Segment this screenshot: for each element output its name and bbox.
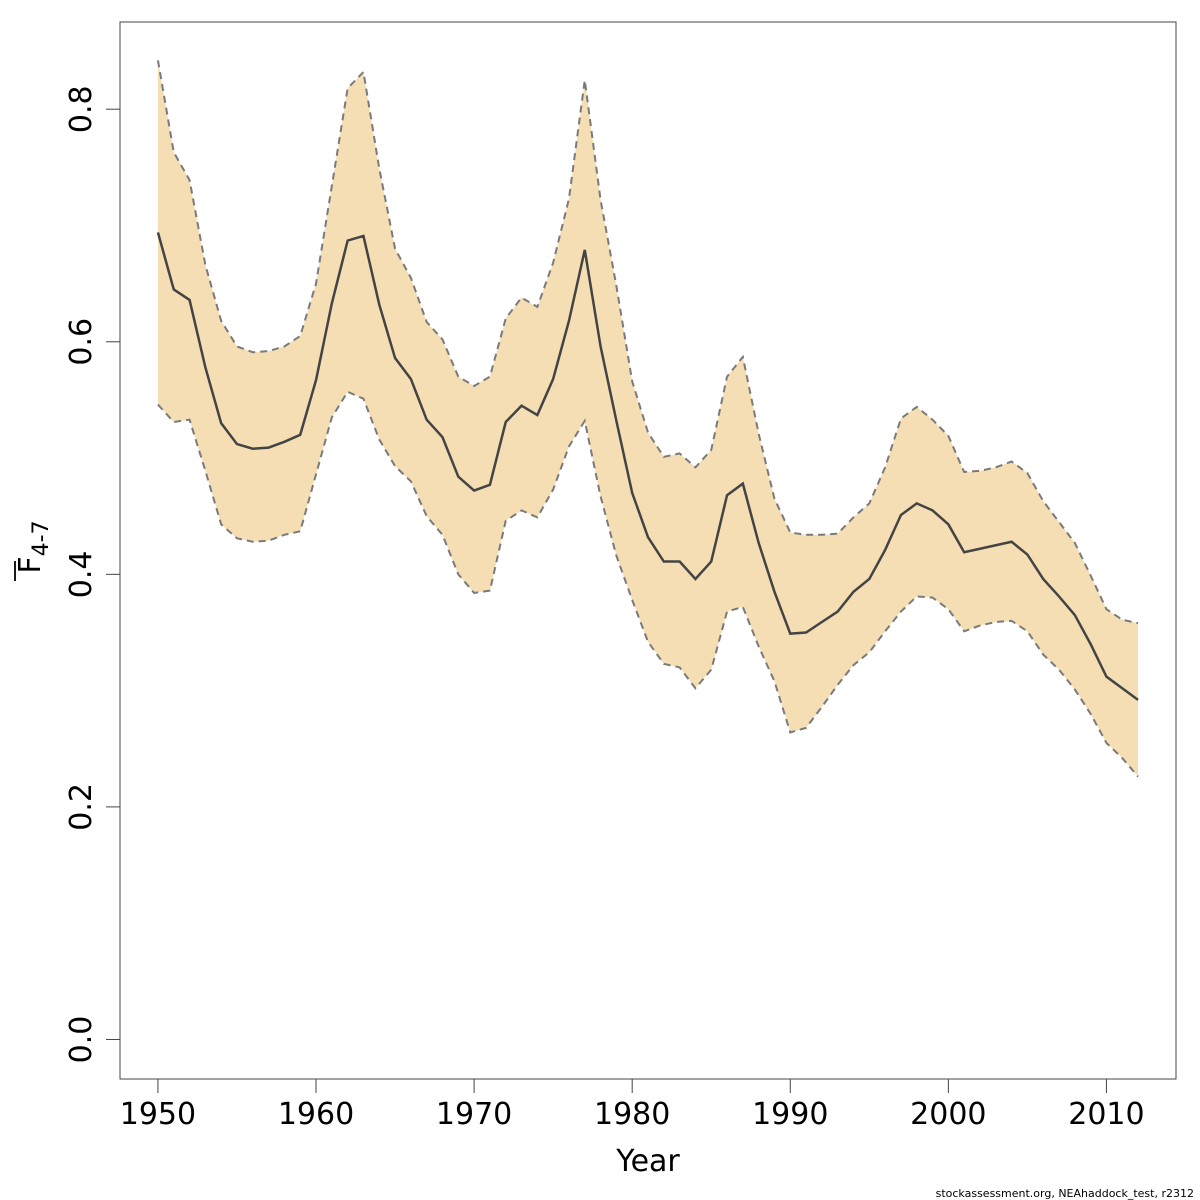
x-tick-label: 1960 bbox=[278, 1097, 354, 1132]
x-tick-label: 2000 bbox=[910, 1097, 986, 1132]
y-axis-title-subscript: 4-7 bbox=[29, 520, 54, 556]
estimate-line bbox=[156, 232, 1139, 701]
series-lines-layer bbox=[156, 60, 1139, 778]
y-axis: 0.0 0.2 0.4 0.6 0.8 bbox=[64, 85, 121, 1064]
y-axis-title-main: F bbox=[13, 556, 48, 573]
confidence-band-layer bbox=[157, 60, 1139, 777]
x-tick-label: 1990 bbox=[752, 1097, 828, 1132]
x-tick-label: 1950 bbox=[120, 1097, 196, 1132]
svg-text:F4-7: F4-7 bbox=[13, 520, 54, 573]
x-axis-title: Year bbox=[615, 1144, 680, 1179]
x-tick-label: 1980 bbox=[594, 1097, 670, 1132]
confidence-band bbox=[157, 60, 1139, 777]
y-tick-label: 0.2 bbox=[64, 783, 99, 831]
x-tick-label: 1970 bbox=[436, 1097, 512, 1132]
credit-footnote: stockassessment.org, NEAhaddock_test, r2… bbox=[936, 1187, 1194, 1200]
y-tick-label: 0.4 bbox=[64, 550, 99, 598]
x-axis: 1950 1960 1970 1980 1990 2000 2010 bbox=[120, 1078, 1145, 1132]
y-axis-title: F4-7 bbox=[13, 520, 54, 581]
y-tick-label: 0.0 bbox=[64, 1016, 99, 1064]
upper-bound-line bbox=[156, 60, 1139, 625]
y-tick-label: 0.6 bbox=[64, 318, 99, 366]
x-tick-label: 2010 bbox=[1068, 1097, 1144, 1132]
y-tick-label: 0.8 bbox=[64, 85, 99, 133]
lower-bound-line bbox=[157, 390, 1139, 778]
